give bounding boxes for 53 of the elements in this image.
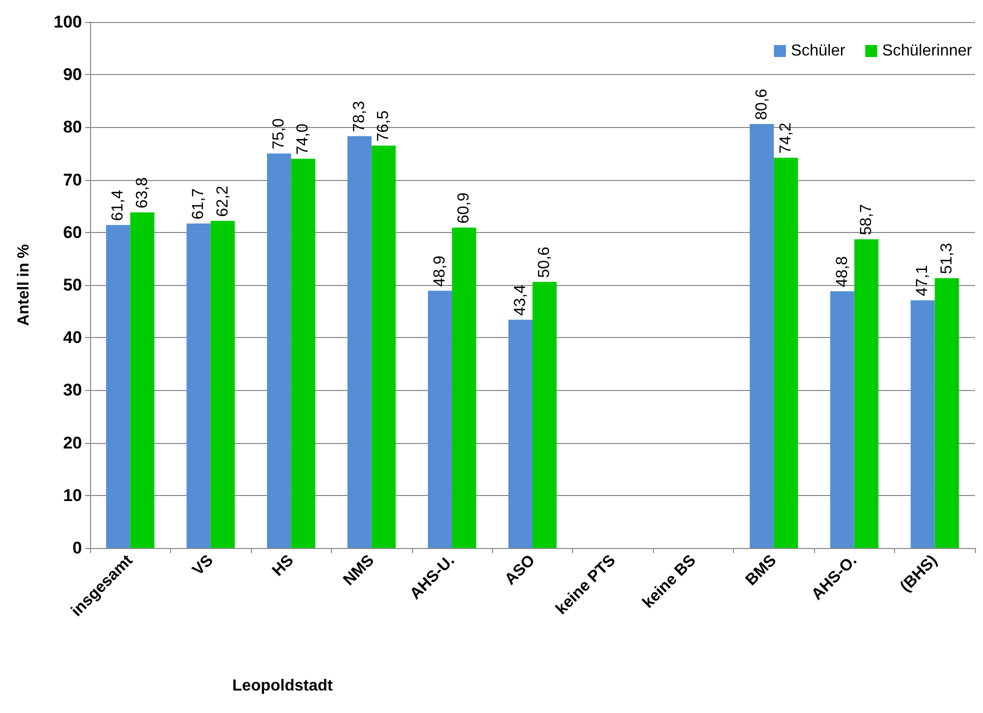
data-label: 58,7 bbox=[858, 204, 875, 236]
y-tick-label: 50 bbox=[63, 276, 82, 294]
data-label: 50,6 bbox=[536, 246, 554, 278]
data-label: 60,9 bbox=[456, 192, 473, 224]
bar bbox=[130, 212, 154, 548]
data-label: 48,8 bbox=[834, 256, 851, 288]
x-axis-title: Leopoldstadt bbox=[232, 678, 334, 694]
y-tick-label: 40 bbox=[63, 328, 82, 348]
y-tick-label: 70 bbox=[63, 170, 82, 190]
data-label: 63,8 bbox=[134, 177, 151, 208]
data-label: 47,1 bbox=[914, 265, 932, 296]
data-label: 51,3 bbox=[938, 242, 956, 274]
data-label: 61,7 bbox=[190, 188, 208, 220]
bar bbox=[372, 146, 396, 548]
bar bbox=[186, 223, 211, 548]
y-tick-label: 80 bbox=[63, 118, 82, 137]
y-axis-title: Antell in % bbox=[16, 244, 32, 326]
y-tick-label: 60 bbox=[63, 222, 82, 242]
bar bbox=[452, 228, 476, 548]
y-tick-label: 90 bbox=[63, 65, 82, 84]
data-label: 80,6 bbox=[753, 88, 770, 120]
bar bbox=[774, 158, 798, 548]
x-tick-label: HS bbox=[269, 552, 298, 580]
y-tick-label: 0 bbox=[72, 538, 82, 558]
data-label: 74,2 bbox=[777, 122, 794, 154]
bar bbox=[210, 220, 235, 548]
bar bbox=[106, 225, 130, 548]
y-tick-label: 100 bbox=[54, 12, 82, 32]
legend-label: Schülerinner bbox=[882, 42, 973, 60]
data-label: 78,3 bbox=[351, 100, 368, 132]
data-label: 61,4 bbox=[110, 190, 127, 222]
bar bbox=[934, 278, 959, 548]
x-tick-label: VS bbox=[190, 552, 217, 580]
bar bbox=[347, 136, 372, 548]
data-label: 43,4 bbox=[512, 284, 529, 316]
data-label: 74,0 bbox=[294, 124, 312, 155]
y-tick-label: 20 bbox=[63, 433, 82, 452]
bar bbox=[291, 158, 316, 548]
bar bbox=[508, 320, 532, 548]
y-tick-label: 10 bbox=[63, 486, 82, 505]
bar bbox=[428, 290, 452, 548]
bar bbox=[267, 154, 292, 548]
data-label: 62,2 bbox=[214, 186, 232, 217]
bar bbox=[910, 300, 935, 548]
data-label: 48,9 bbox=[431, 256, 448, 287]
data-label: 75,0 bbox=[270, 118, 288, 150]
y-tick-label: 30 bbox=[63, 380, 82, 400]
legend-label: Schüler bbox=[790, 42, 846, 60]
bar bbox=[854, 239, 878, 548]
bar bbox=[532, 282, 557, 548]
bar bbox=[830, 291, 854, 548]
data-label: 76,5 bbox=[375, 110, 392, 142]
bar bbox=[750, 124, 774, 548]
